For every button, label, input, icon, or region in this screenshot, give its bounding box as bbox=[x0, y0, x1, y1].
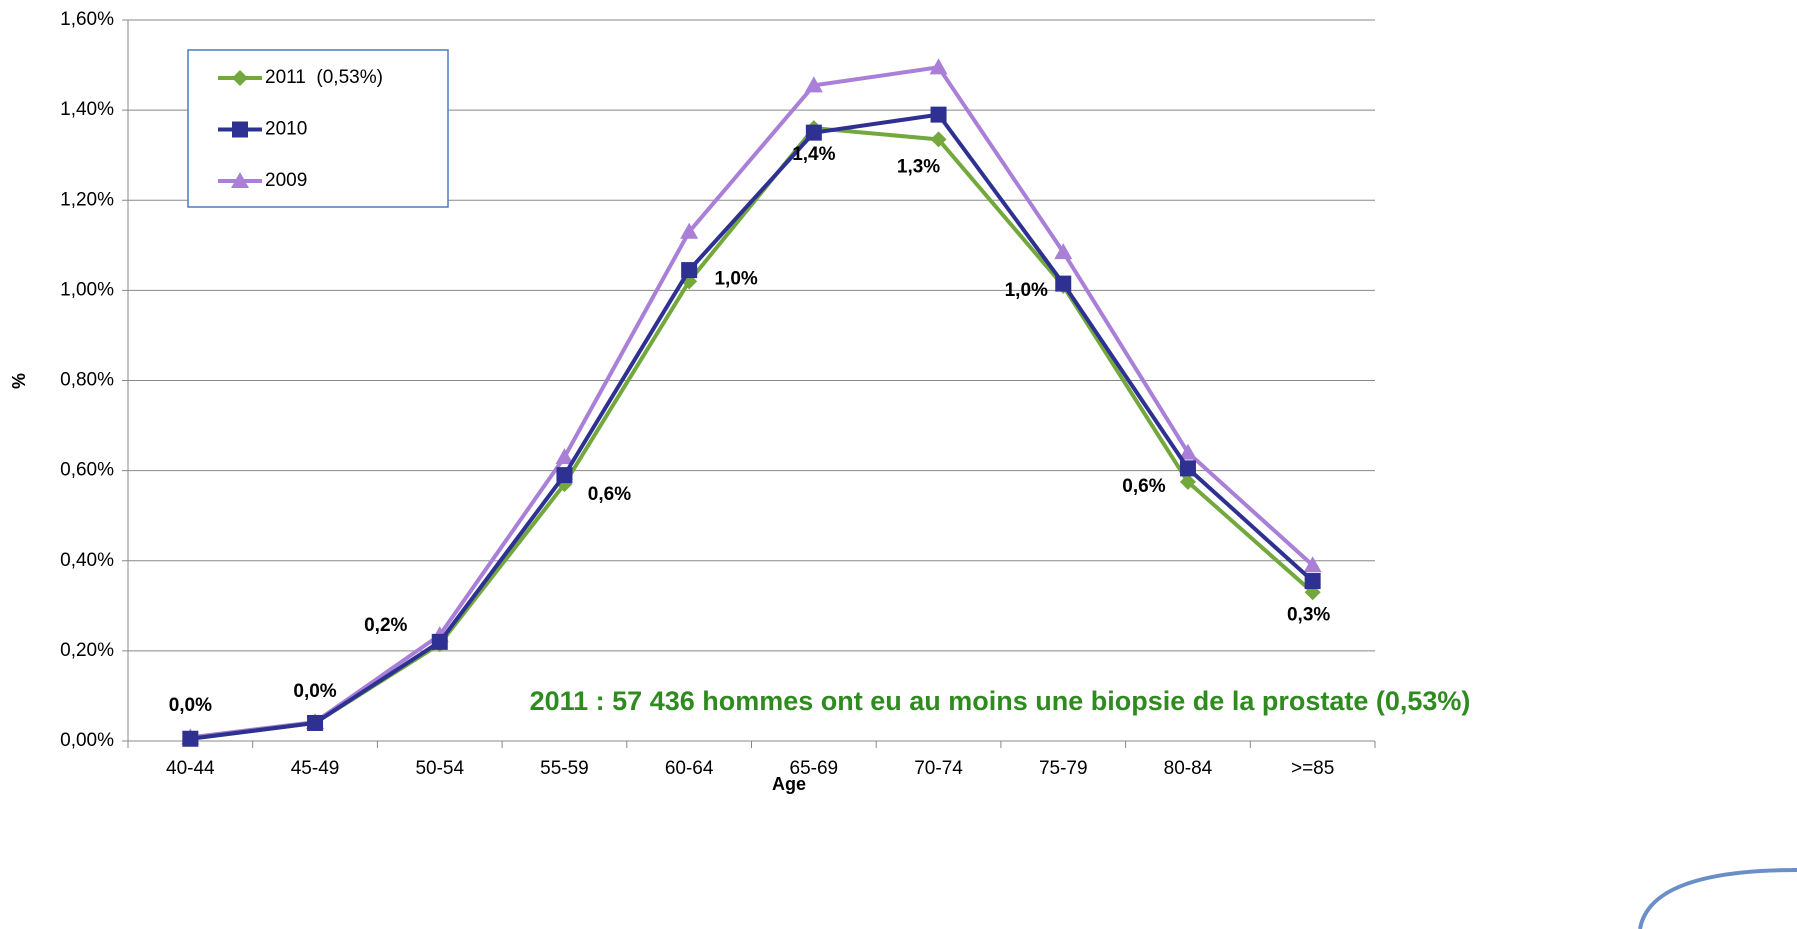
marker bbox=[1179, 473, 1196, 490]
marker bbox=[1054, 243, 1073, 260]
y-axis-label: % bbox=[9, 373, 29, 389]
logo-edge bbox=[1638, 868, 1797, 929]
y-tick-label: 0,00% bbox=[60, 730, 114, 751]
marker bbox=[431, 633, 448, 650]
y-tick-label: 0,60% bbox=[60, 460, 114, 481]
marker bbox=[805, 124, 822, 141]
data-label: 1,3% bbox=[897, 156, 940, 177]
marker bbox=[929, 58, 948, 75]
x-tick-label: 65-69 bbox=[790, 758, 839, 779]
series-line bbox=[190, 112, 1314, 741]
data-label: 0,2% bbox=[364, 615, 407, 636]
x-tick-label: 55-59 bbox=[540, 758, 589, 779]
marker bbox=[930, 131, 947, 148]
x-tick-label: 45-49 bbox=[291, 758, 340, 779]
x-tick-label: 40-44 bbox=[166, 758, 215, 779]
marker bbox=[231, 172, 249, 188]
data-label: 0,3% bbox=[1287, 604, 1330, 625]
data-label: 0,0% bbox=[169, 695, 212, 716]
marker bbox=[1304, 573, 1321, 590]
x-tick-label: 50-54 bbox=[415, 758, 464, 779]
series-line bbox=[190, 126, 1314, 741]
x-tick-label: 80-84 bbox=[1164, 758, 1213, 779]
marker bbox=[307, 714, 324, 731]
y-tick-label: 0,40% bbox=[60, 550, 114, 571]
marker bbox=[232, 70, 248, 86]
legend-label: 2009 bbox=[265, 170, 307, 191]
x-tick-label: 75-79 bbox=[1039, 758, 1088, 779]
data-label: 1,4% bbox=[792, 144, 835, 165]
series-line bbox=[190, 65, 1314, 740]
marker bbox=[555, 448, 574, 465]
y-tick-label: 1,60% bbox=[60, 9, 114, 30]
marker bbox=[1179, 460, 1196, 477]
data-label: 0,0% bbox=[293, 681, 336, 702]
annotation: 2011 : 57 436 hommes ont eu au moins une… bbox=[530, 686, 1471, 716]
marker bbox=[182, 730, 199, 747]
data-label: 1,0% bbox=[1005, 280, 1048, 301]
data-label: 0,6% bbox=[1122, 476, 1165, 497]
x-tick-label: >=85 bbox=[1291, 758, 1334, 779]
legend-label: 2011 (0,53%) bbox=[265, 67, 383, 88]
y-tick-label: 1,40% bbox=[60, 99, 114, 120]
marker bbox=[1303, 556, 1322, 573]
marker bbox=[930, 106, 947, 123]
y-tick-label: 1,20% bbox=[60, 189, 114, 210]
marker bbox=[1178, 443, 1197, 460]
legend-label: 2010 bbox=[265, 119, 307, 140]
x-tick-label: 60-64 bbox=[665, 758, 714, 779]
y-tick-label: 0,80% bbox=[60, 370, 114, 391]
marker bbox=[556, 467, 573, 484]
data-label: 0,6% bbox=[588, 484, 631, 505]
data-label: 1,0% bbox=[714, 268, 757, 289]
x-tick-label: 70-74 bbox=[914, 758, 963, 779]
marker bbox=[1055, 275, 1072, 292]
x-axis-label: Age bbox=[772, 774, 806, 794]
y-tick-label: 1,00% bbox=[60, 279, 114, 300]
marker bbox=[232, 121, 248, 138]
marker bbox=[680, 222, 699, 239]
marker bbox=[804, 76, 823, 93]
marker bbox=[681, 262, 698, 279]
y-tick-label: 0,20% bbox=[60, 640, 114, 661]
